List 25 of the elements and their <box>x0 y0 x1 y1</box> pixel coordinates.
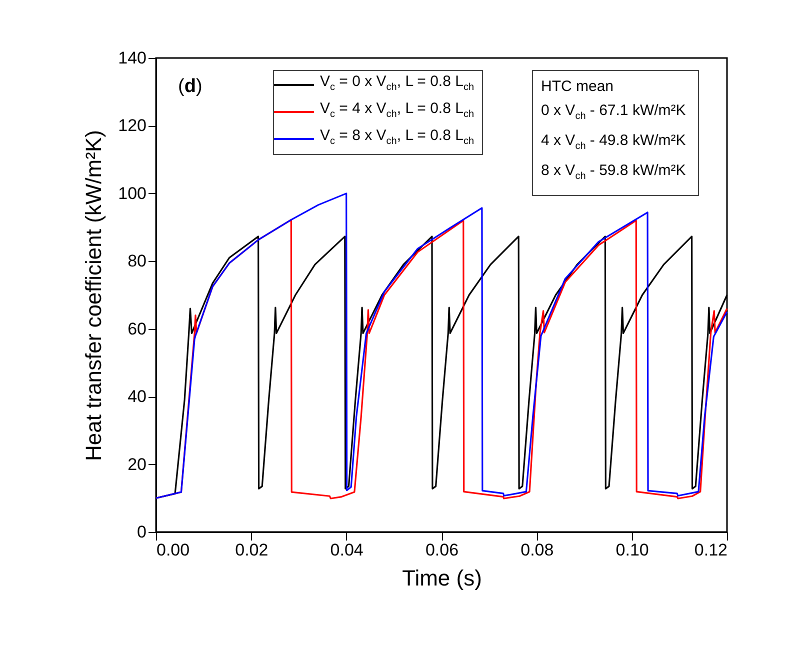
y-tick-label: 140 <box>118 48 146 68</box>
annotation: HTC mean <box>541 77 615 97</box>
y-axis-title: Heat transfer coefficient (kW/m²K) <box>81 130 106 461</box>
x-tick-label: 0.12 <box>694 540 728 560</box>
legend-label: V$_{c}$ = 8 x V$_{ch}$, L = 0.8 L$_{ch}$ <box>320 126 474 149</box>
x-tick-label: 0.06 <box>425 540 459 560</box>
y-tick-label: 120 <box>118 116 146 136</box>
annotation: 8 x V$_{ch}$ - 59.8 kW/m²K <box>541 161 686 184</box>
x-tick-label: 0.04 <box>330 540 364 560</box>
annotation: (d) <box>178 76 202 98</box>
annotation: 0 x V$_{ch}$ - 67.1 kW/m²K <box>541 101 686 124</box>
y-tick-label: 0 <box>137 522 146 542</box>
x-tick-label: 0.10 <box>616 540 649 560</box>
y-tick-label: 20 <box>128 454 146 474</box>
x-tick-label: 0.08 <box>520 540 554 560</box>
x-tick-label: 0.00 <box>156 540 190 560</box>
y-tick-label: 100 <box>118 184 146 203</box>
x-tick-label: 0.02 <box>235 540 268 560</box>
annotation: 4 x V$_{ch}$ - 49.8 kW/m²K <box>541 131 686 154</box>
y-tick-label: 80 <box>128 252 146 271</box>
legend-label: V$_{c}$ = 4 x V$_{ch}$, L = 0.8 L$_{ch}$ <box>320 99 474 122</box>
y-tick-label: 40 <box>128 387 146 406</box>
legend-label: V$_{c}$ = 0 x V$_{ch}$, L = 0.8 L$_{ch}$ <box>320 72 474 95</box>
y-tick-label: 60 <box>128 319 146 338</box>
x-axis-title: Time (s) <box>402 566 482 590</box>
